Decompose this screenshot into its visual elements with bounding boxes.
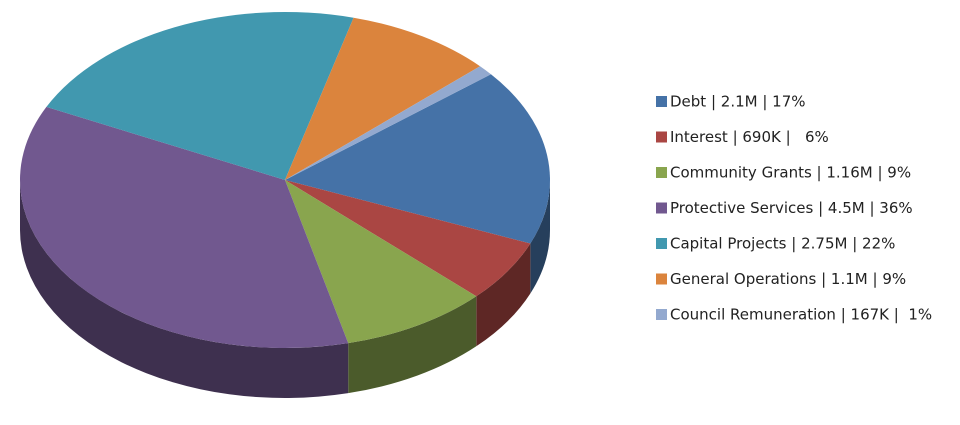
slice-side: [530, 180, 550, 294]
slice: [285, 66, 491, 180]
slice-side: [348, 296, 477, 394]
legend-label: Council Remuneration | 167K | 1%: [670, 306, 932, 324]
slice: [285, 17, 481, 181]
legend-label: Interest | 690K | 6%: [670, 128, 829, 146]
legend-label: Capital Projects | 2.75M | 22%: [670, 235, 895, 253]
legend: Debt | 2.1M | 17% Interest | 690K | 6% Com…: [656, 93, 932, 324]
legend-swatch: [656, 309, 667, 320]
slice-side: [476, 243, 531, 347]
legend-swatch: [656, 202, 667, 214]
legend-label: General Operations | 1.1M | 9%: [670, 270, 906, 288]
legend-label: Protective Services | 4.5M | 36%: [670, 199, 913, 217]
legend-swatch: [656, 131, 667, 143]
pie: [19, 12, 550, 399]
legend-label: Debt | 2.1M | 17%: [670, 93, 806, 111]
legend-swatch: [656, 167, 667, 178]
slice: [285, 74, 550, 244]
slice: [285, 180, 477, 344]
legend-swatch: [656, 238, 667, 249]
slice: [285, 180, 531, 297]
legend-swatch: [656, 273, 667, 285]
slice-side: [20, 180, 349, 399]
slice: [19, 106, 349, 349]
slice: [46, 12, 354, 181]
legend-label: Community Grants | 1.16M | 9%: [670, 164, 911, 182]
legend-swatch: [656, 96, 667, 107]
